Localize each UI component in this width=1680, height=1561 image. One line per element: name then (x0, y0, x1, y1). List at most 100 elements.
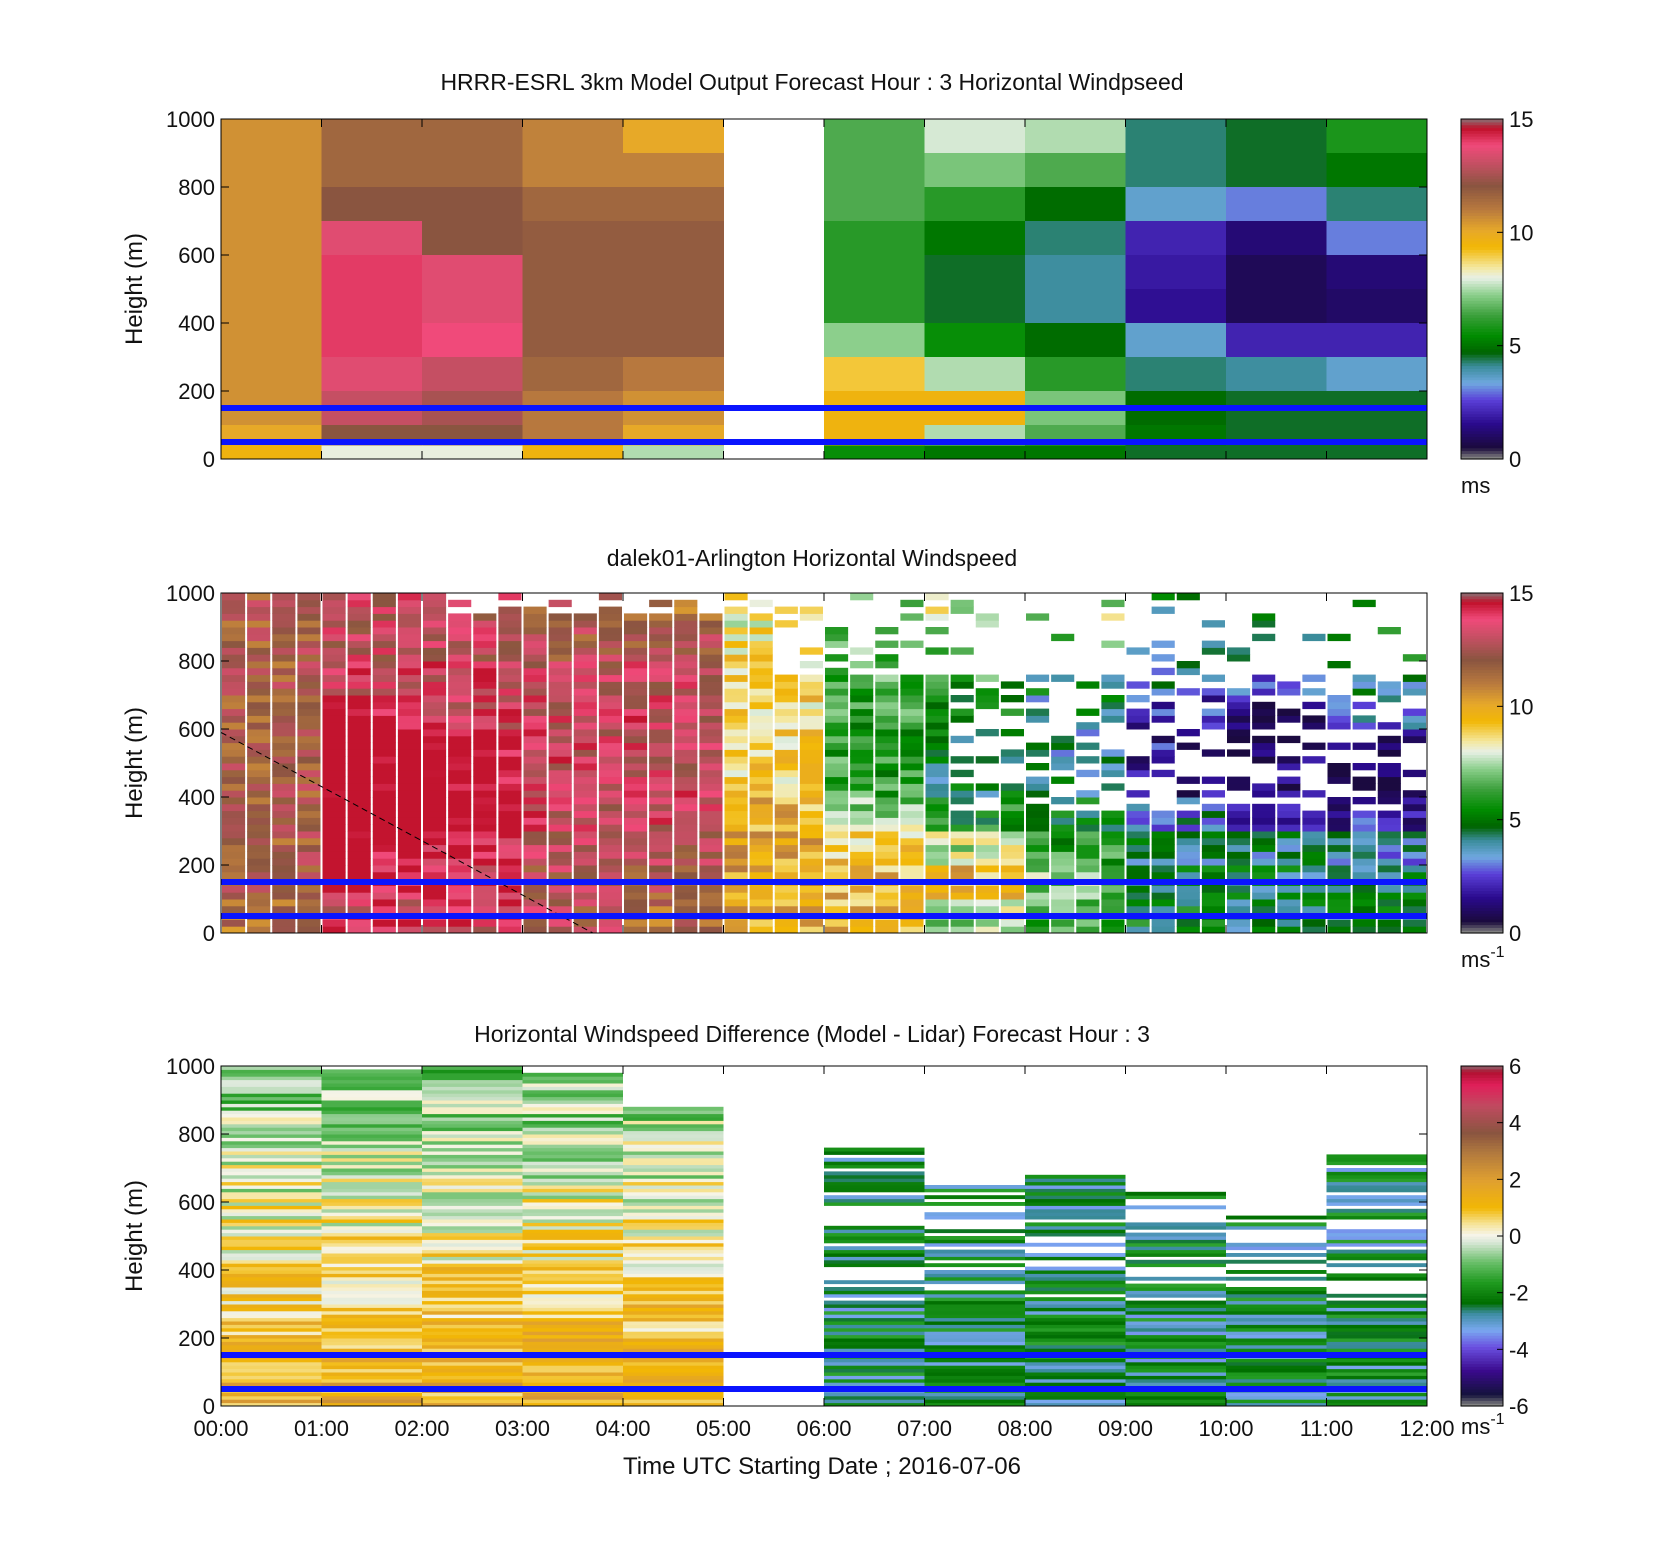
heatmap-cell (448, 742, 472, 750)
heatmap-cell (1352, 871, 1376, 880)
colorbar-segment (1461, 680, 1503, 685)
heatmap-cell (523, 810, 547, 818)
colorbar-segment (1461, 1272, 1503, 1277)
heatmap-cell (1151, 817, 1175, 825)
heatmap-cell (1025, 187, 1126, 222)
heatmap-cell (422, 1253, 523, 1257)
heatmap-cell (522, 1137, 623, 1142)
heatmap-cell (1377, 735, 1401, 744)
heatmap-cell (1352, 824, 1376, 832)
heatmap-cell (699, 681, 723, 689)
heatmap-cell (522, 187, 624, 222)
heatmap-cell (221, 1185, 322, 1189)
heatmap-cell (1051, 742, 1075, 750)
heatmap-cell (397, 837, 421, 846)
heatmap-cell (598, 763, 622, 771)
colorbar-segment (1461, 1176, 1503, 1180)
heatmap-cell (624, 790, 648, 798)
heatmap-cell (522, 1191, 623, 1196)
heatmap-cell (1226, 1402, 1327, 1407)
heatmap-cell (1327, 817, 1351, 825)
heatmap-cell (1000, 708, 1024, 716)
heatmap-cell (1252, 688, 1276, 696)
heatmap-cell (674, 661, 698, 669)
colorbar-segment (1461, 1403, 1503, 1407)
heatmap-cell (1176, 742, 1200, 750)
heatmap-cell (321, 1300, 422, 1305)
colorbar-segment (1461, 1352, 1503, 1356)
heatmap-cell (522, 1392, 623, 1397)
heatmap-cell (824, 1375, 925, 1380)
colorbar-segment (1461, 218, 1503, 222)
heatmap-cell (347, 858, 371, 866)
heatmap-cell (774, 810, 798, 818)
heatmap-cell (423, 599, 447, 608)
x-axis (220, 593, 1428, 933)
heatmap-cell (498, 661, 522, 669)
heatmap-cell (1402, 729, 1426, 737)
heatmap-cell (1025, 323, 1126, 358)
heatmap-cell (272, 769, 296, 778)
heatmap-cell (1227, 749, 1251, 757)
heatmap-cell (347, 627, 371, 635)
heatmap-cell (1101, 919, 1125, 927)
heatmap-cell (850, 749, 874, 757)
heatmap-cell (397, 667, 421, 676)
heatmap-cell (222, 593, 246, 601)
heatmap-cell (875, 790, 899, 798)
heatmap-cell (1101, 701, 1125, 710)
heatmap-cell (321, 1344, 422, 1349)
heatmap-cell (1201, 647, 1225, 655)
heatmap-cell (522, 1222, 623, 1227)
heatmap-cell (221, 1263, 322, 1268)
heatmap-cell (1226, 323, 1327, 358)
heatmap-cell (272, 885, 296, 893)
heatmap-cell (1226, 1378, 1327, 1383)
heatmap-cell (347, 620, 371, 628)
heatmap-cell (321, 1208, 422, 1213)
reference-lines (221, 1352, 1427, 1392)
heatmap-cell (1076, 756, 1100, 764)
heatmap-cell (321, 1372, 422, 1376)
y-tick-label: 800 (178, 175, 215, 200)
heatmap-cell (221, 1198, 322, 1203)
heatmap-cell (321, 1202, 422, 1206)
heatmap-cell (321, 1283, 422, 1288)
heatmap-cell (221, 1079, 322, 1084)
heatmap-cell (724, 606, 748, 614)
heatmap-cell (272, 613, 296, 621)
heatmap-cell (1025, 1198, 1126, 1203)
heatmap-cell (1326, 1181, 1427, 1186)
heatmap-cell (623, 1368, 724, 1373)
heatmap-cell (1402, 797, 1426, 805)
heatmap-cell (1201, 695, 1225, 703)
heatmap-cell (222, 776, 246, 784)
heatmap-cell (799, 926, 823, 934)
heatmap-cell (422, 1358, 523, 1363)
dashed-line (220, 731, 594, 934)
heatmap-cell (522, 1331, 623, 1336)
heatmap-cell (950, 851, 974, 859)
y-tick-label: 400 (178, 311, 215, 336)
heatmap-cell (422, 1066, 523, 1070)
heatmap-cell (321, 1395, 422, 1400)
heatmap-cell (624, 919, 648, 927)
heatmap-cell (1025, 1382, 1126, 1387)
heatmap-cell (623, 1137, 724, 1142)
heatmap-cell (422, 1069, 523, 1074)
heatmap-cell (774, 749, 798, 757)
heatmap-cell (372, 695, 396, 703)
heatmap-cell (347, 844, 371, 852)
heatmap-cell (272, 735, 296, 744)
heatmap-cell (272, 701, 296, 710)
heatmap-cell (1025, 1212, 1126, 1217)
heatmap-cell (1326, 1168, 1427, 1172)
colorbar-segment (1461, 723, 1503, 727)
heatmap-cell (522, 1202, 623, 1206)
heatmap-cell (573, 803, 597, 812)
heatmap-cell (975, 695, 999, 703)
heatmap-cell (322, 627, 346, 635)
heatmap-cell (221, 1137, 322, 1142)
colorbar-segment (1461, 672, 1503, 676)
heatmap-cell (624, 729, 648, 737)
